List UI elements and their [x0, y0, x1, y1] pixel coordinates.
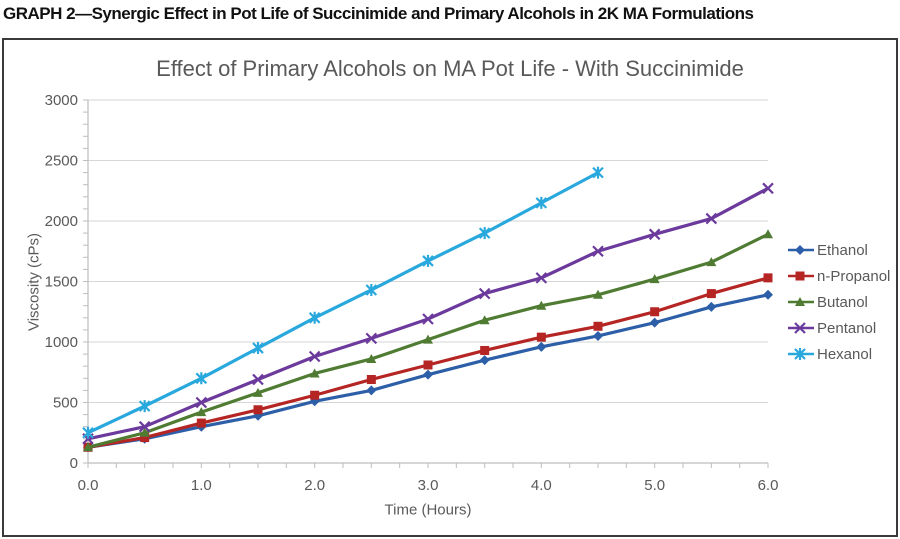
svg-text:5.0: 5.0: [644, 477, 665, 494]
svg-text:2500: 2500: [45, 153, 78, 170]
svg-text:3000: 3000: [45, 92, 78, 109]
legend-item-n-propanol: n-Propanol: [787, 263, 895, 289]
svg-text:3.0: 3.0: [418, 477, 439, 494]
legend-item-pentanol: Pentanol: [787, 315, 895, 341]
legend-diamond-marker-icon: [788, 245, 814, 255]
chart-title: Effect of Primary Alcohols on MA Pot Lif…: [156, 56, 744, 81]
legend-asterisk-marker-icon: [788, 348, 814, 360]
chart-legend: Ethanol n-Propanol Butanol Pentanol Hexanol: [787, 237, 895, 367]
legend-item-hexanol: Hexanol: [787, 341, 895, 367]
svg-text:1500: 1500: [45, 274, 78, 291]
legend-item-ethanol: Ethanol: [787, 237, 895, 263]
x-axis-title: Time (Hours): [384, 501, 472, 519]
y-axis-title: Viscosity (cPs): [25, 232, 43, 332]
svg-text:1000: 1000: [45, 334, 78, 351]
legend-label: Pentanol: [817, 319, 877, 337]
svg-text:0: 0: [70, 455, 78, 472]
legend-label: Ethanol: [817, 241, 868, 259]
svg-text:500: 500: [53, 395, 78, 412]
legend-square-marker-icon: [788, 271, 814, 281]
legend-label: Butanol: [817, 293, 868, 311]
legend-item-butanol: Butanol: [787, 289, 895, 315]
svg-text:0.0: 0.0: [78, 477, 99, 494]
legend-triangle-marker-icon: [788, 297, 814, 306]
legend-x-marker-icon: [788, 322, 814, 334]
svg-text:2000: 2000: [45, 213, 78, 230]
legend-label: n-Propanol: [817, 267, 891, 285]
legend-label: Hexanol: [817, 345, 873, 363]
svg-text:1.0: 1.0: [191, 477, 212, 494]
graph-caption: GRAPH 2—Synergic Effect in Pot Life of S…: [3, 4, 754, 23]
line-chart-plot-area: 0 500 1000 1500 2000 2500 3000 0.0 1.0 2.0 3.0 4.0 5…: [45, 92, 779, 494]
svg-text:6.0: 6.0: [758, 477, 779, 494]
svg-text:2.0: 2.0: [304, 477, 325, 494]
chart-container: Effect of Primary Alcohols on MA Pot Lif…: [2, 38, 898, 537]
svg-text:4.0: 4.0: [531, 477, 552, 494]
